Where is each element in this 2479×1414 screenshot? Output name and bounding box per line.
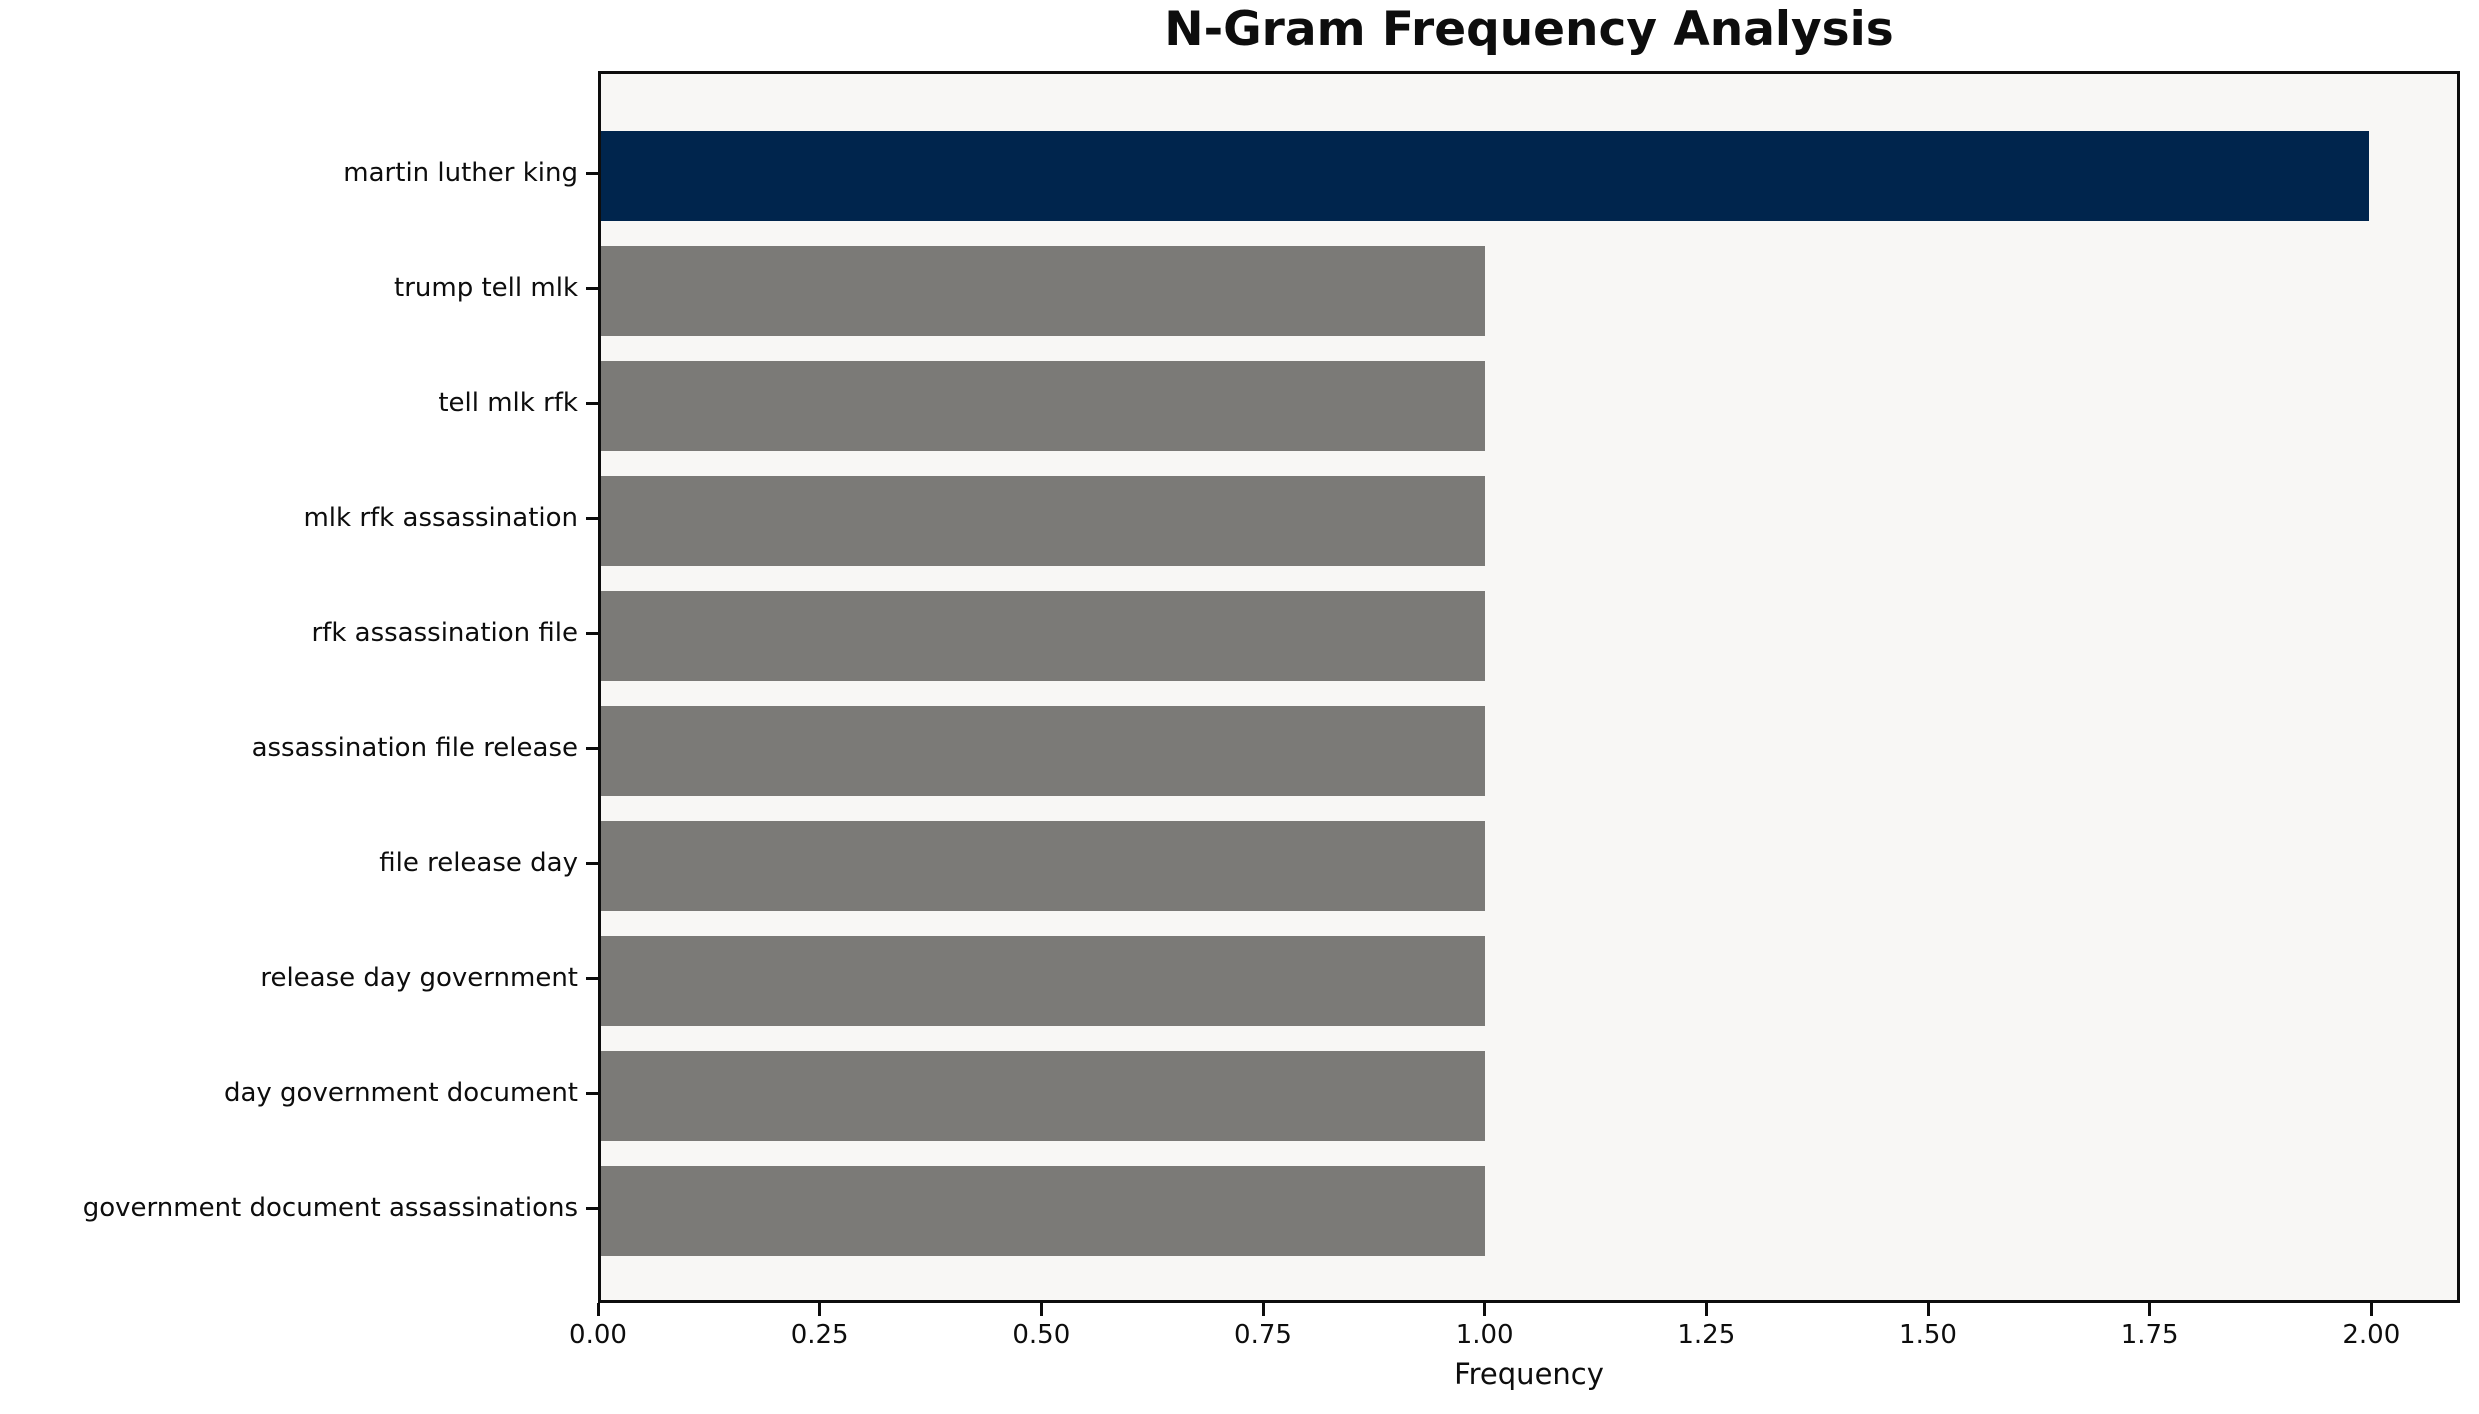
x-tick-label: 2.00 [2342, 1320, 2401, 1350]
bar [601, 246, 1485, 336]
x-tick-label: 1.50 [1899, 1320, 1957, 1350]
y-tick-mark [586, 746, 598, 750]
bar [601, 591, 1485, 681]
x-tick-mark [1926, 1303, 1930, 1316]
y-tick-mark [586, 401, 598, 405]
y-tick-mark [586, 631, 598, 635]
bar [601, 1051, 1485, 1141]
plot-area [598, 71, 2460, 1303]
x-tick-label: 0.75 [1234, 1320, 1292, 1350]
y-axis-label: tell mlk rfk [438, 388, 578, 418]
x-tick-label: 1.75 [2120, 1320, 2179, 1350]
x-tick-label: 0.00 [569, 1320, 627, 1350]
y-axis-label: file release day [379, 848, 578, 878]
x-tick-mark [1039, 1303, 1043, 1316]
x-tick-label: 0.25 [790, 1320, 849, 1350]
y-tick-mark [586, 286, 598, 290]
y-axis-label: trump tell mlk [394, 273, 578, 303]
y-axis-label: day government document [223, 1078, 578, 1108]
y-tick-mark [586, 861, 598, 865]
bar [601, 131, 2369, 221]
x-tick-label: 1.25 [1677, 1320, 1736, 1350]
x-tick-mark [596, 1303, 600, 1316]
bar [601, 476, 1485, 566]
chart-title: N-Gram Frequency Analysis [1164, 2, 1894, 57]
x-tick-mark [2148, 1303, 2152, 1316]
y-axis-label: government document assassinations [82, 1193, 578, 1223]
x-tick-label: 1.00 [1455, 1320, 1514, 1350]
y-tick-mark [586, 976, 598, 980]
y-tick-mark [586, 516, 598, 520]
y-tick-mark [586, 1206, 598, 1210]
bar [601, 821, 1485, 911]
y-axis-label: rfk assassination file [311, 618, 578, 648]
x-tick-mark [1704, 1303, 1708, 1316]
y-axis-label: release day government [260, 963, 578, 993]
bar [601, 361, 1485, 451]
y-tick-mark [586, 171, 598, 175]
x-axis-title: Frequency [1454, 1357, 1604, 1391]
y-axis-label: martin luther king [343, 158, 578, 188]
x-tick-mark [2369, 1303, 2373, 1316]
bar [601, 706, 1485, 796]
bar [601, 1166, 1485, 1256]
y-axis-label: assassination file release [251, 733, 578, 763]
y-axis-label: mlk rfk assassination [303, 503, 578, 533]
bar [601, 936, 1485, 1026]
x-tick-mark [1261, 1303, 1265, 1316]
x-tick-label: 0.50 [1012, 1320, 1071, 1350]
x-tick-mark [1483, 1303, 1487, 1316]
x-tick-mark [818, 1303, 822, 1316]
y-tick-mark [586, 1091, 598, 1095]
